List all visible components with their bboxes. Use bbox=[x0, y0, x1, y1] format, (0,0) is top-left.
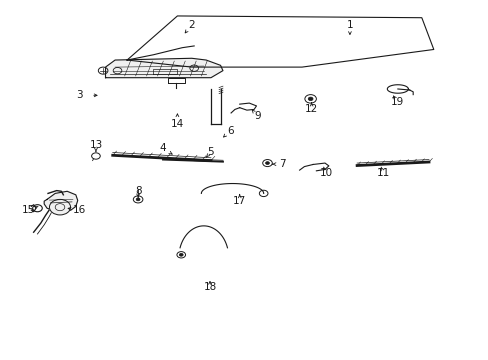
Circle shape bbox=[265, 162, 269, 165]
Text: 3: 3 bbox=[76, 90, 82, 100]
Text: 8: 8 bbox=[135, 186, 141, 195]
Text: 12: 12 bbox=[305, 104, 318, 114]
Circle shape bbox=[136, 198, 140, 201]
Text: 9: 9 bbox=[254, 112, 261, 121]
Text: 16: 16 bbox=[72, 205, 85, 215]
Polygon shape bbox=[105, 58, 223, 78]
Text: 1: 1 bbox=[346, 20, 352, 30]
Text: 7: 7 bbox=[279, 159, 285, 169]
Text: 10: 10 bbox=[319, 168, 332, 178]
Circle shape bbox=[307, 97, 312, 100]
Text: 14: 14 bbox=[170, 118, 183, 129]
Text: 19: 19 bbox=[390, 98, 404, 107]
Text: 15: 15 bbox=[22, 205, 36, 215]
Polygon shape bbox=[44, 191, 78, 212]
Circle shape bbox=[179, 253, 183, 256]
Text: 4: 4 bbox=[160, 143, 166, 153]
Text: 6: 6 bbox=[226, 126, 233, 136]
Text: 11: 11 bbox=[376, 168, 389, 178]
Text: 18: 18 bbox=[203, 282, 216, 292]
Circle shape bbox=[49, 199, 70, 215]
Text: 17: 17 bbox=[233, 196, 246, 206]
Text: 5: 5 bbox=[207, 147, 214, 157]
Text: 2: 2 bbox=[188, 20, 195, 30]
Text: 13: 13 bbox=[89, 140, 102, 150]
